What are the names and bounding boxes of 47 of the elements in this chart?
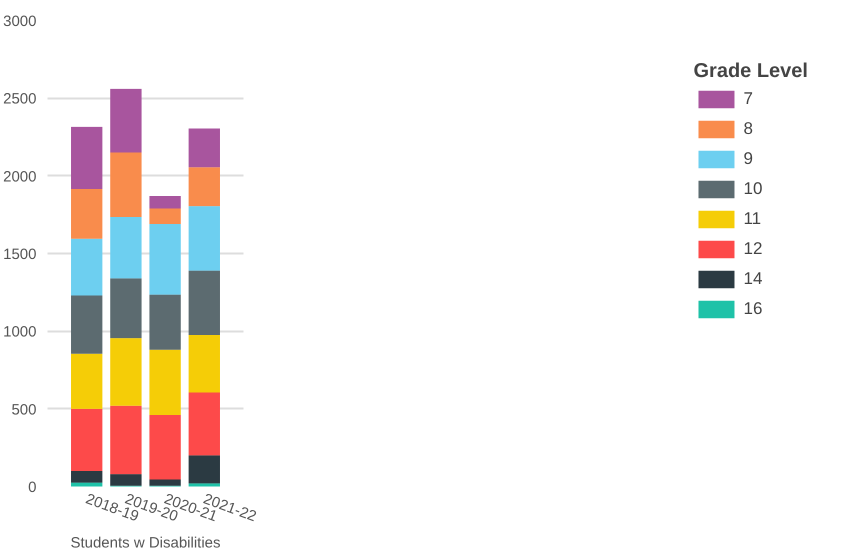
bar [71,470,102,483]
y-tick-label: 1000 [3,324,37,341]
bar [188,167,220,206]
legend-label: 10 [743,179,764,199]
legend-label: 12 [743,239,764,259]
bar [188,392,220,456]
legend-label: 8 [743,119,754,139]
legend-label: 11 [743,209,762,229]
legend-label: 7 [743,89,754,109]
bar [71,482,102,486]
bar [149,480,181,486]
y-tick-label: 0 [28,479,36,496]
bar [71,295,102,354]
bar [149,350,181,416]
bar [110,338,142,406]
y-tick-label: 1500 [3,246,37,263]
bar [110,278,142,338]
bar [149,224,181,295]
legend-label: 9 [743,149,754,169]
bar [110,88,142,153]
bar [188,206,220,271]
bar [149,294,181,350]
y-tick-label: 3000 [3,13,37,30]
legend-label: 14 [743,269,764,289]
x-axis-title: Students w Disabilities [70,534,221,552]
bar [71,126,102,190]
bar [71,408,102,471]
bar [110,474,142,486]
bar [188,270,220,336]
bar [149,415,181,480]
legend-title: Grade Level [693,60,808,83]
bar [188,483,220,486]
bar [188,335,220,393]
bar [110,406,142,474]
bar [110,216,142,278]
bar [71,238,102,296]
bar [149,196,181,208]
bar [188,455,220,484]
y-tick-label: 500 [11,401,37,418]
y-tick-label: 2500 [3,90,37,108]
bar [71,354,102,409]
legend-label: 16 [743,299,764,319]
bar [110,152,142,217]
y-tick-label: 2000 [3,168,37,186]
bar [71,189,102,239]
bar [188,128,220,168]
bar [149,208,181,224]
